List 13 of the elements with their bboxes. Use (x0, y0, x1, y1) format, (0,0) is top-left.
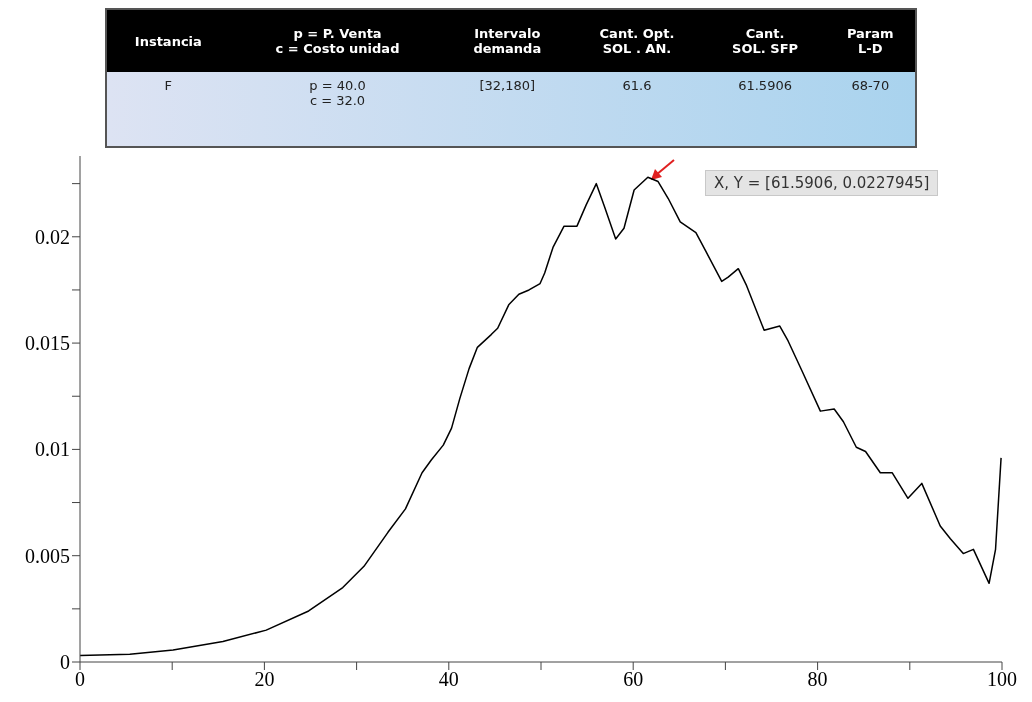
x-tick-label: 0 (75, 668, 85, 691)
y-tick-label: 0.015 (25, 332, 70, 355)
annotation: X, Y = [61.5906, 0.0227945] (705, 170, 939, 196)
y-tick-label: 0.005 (25, 544, 70, 567)
x-tick-label: 20 (254, 668, 275, 691)
y-tick-label: 0.01 (35, 438, 70, 461)
x-tick-label: 60 (623, 668, 644, 691)
x-tick-label: 80 (807, 668, 828, 691)
table-panel: Instancia p = P. Venta c = Costo unidad Intervalo demanda Cant. Opt. SOL . AN. Cant. SOL. SFP Param L-D F p = 40.0 c = 32.0 [32,180] 61.6 61.5906 68-70 (105, 8, 917, 148)
y-tick-label: 0 (60, 651, 70, 674)
x-tick-label: 100 (987, 668, 1017, 691)
y-tick-label: 0.02 (35, 225, 70, 248)
x-tick-label: 40 (438, 668, 459, 691)
